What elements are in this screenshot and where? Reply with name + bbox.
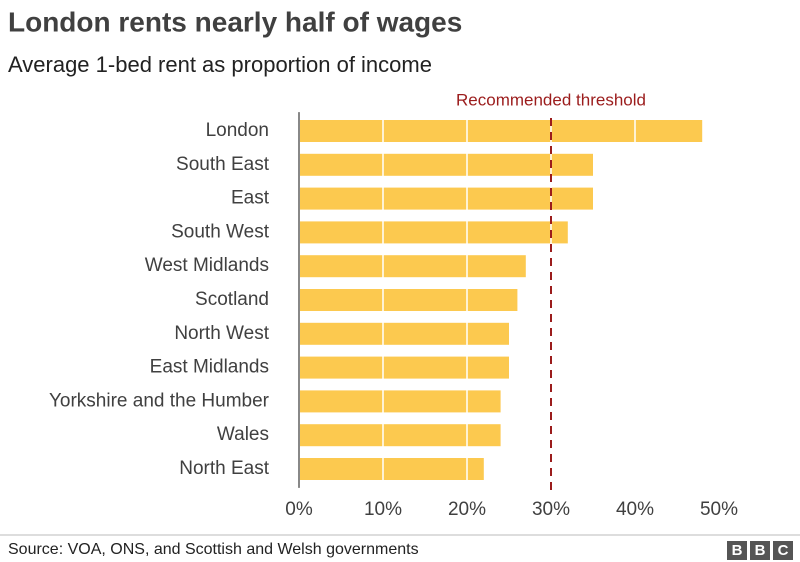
bar [299, 221, 568, 244]
logo-letter: B [755, 542, 766, 559]
y-tick-label: East Midlands [150, 357, 269, 378]
chart-title: London rents nearly half of wages [8, 6, 462, 37]
bar [299, 255, 526, 278]
x-tick-label: 10% [364, 499, 402, 520]
bar [299, 187, 593, 210]
threshold-label: Recommended threshold [456, 90, 646, 109]
bar [299, 424, 501, 447]
bar [299, 356, 509, 379]
y-tick-label: North East [179, 458, 269, 479]
bar [299, 390, 501, 413]
logo-box [750, 541, 770, 560]
y-tick-label: West Midlands [145, 255, 269, 276]
y-tick-label: Scotland [195, 289, 269, 310]
y-tick-label: Wales [217, 424, 269, 445]
bar [299, 153, 593, 176]
y-tick-label: North West [174, 323, 269, 344]
x-tick-label: 30% [532, 499, 570, 520]
x-tick-label: 20% [448, 499, 486, 520]
bar [299, 289, 518, 311]
y-tick-label: London [206, 120, 269, 141]
y-tick-label: South West [171, 221, 270, 242]
y-tick-label: East [231, 188, 270, 209]
x-tick-label: 40% [616, 499, 654, 520]
logo-letter: C [778, 542, 789, 559]
logo-letter: B [732, 542, 743, 559]
y-tick-label: Yorkshire and the Humber [49, 390, 270, 411]
source: Source: VOA, ONS, and Scottish and Welsh… [8, 541, 419, 558]
y-tick-label: South East [176, 154, 270, 175]
x-tick-label: 50% [700, 499, 738, 520]
x-tick-label: 0% [285, 499, 313, 520]
chart-subtitle: Average 1-bed rent as proportion of inco… [8, 52, 432, 77]
bar [299, 120, 703, 142]
bar [299, 458, 484, 480]
logo-box [727, 541, 747, 560]
logo-box [773, 541, 793, 560]
bar [299, 322, 509, 345]
